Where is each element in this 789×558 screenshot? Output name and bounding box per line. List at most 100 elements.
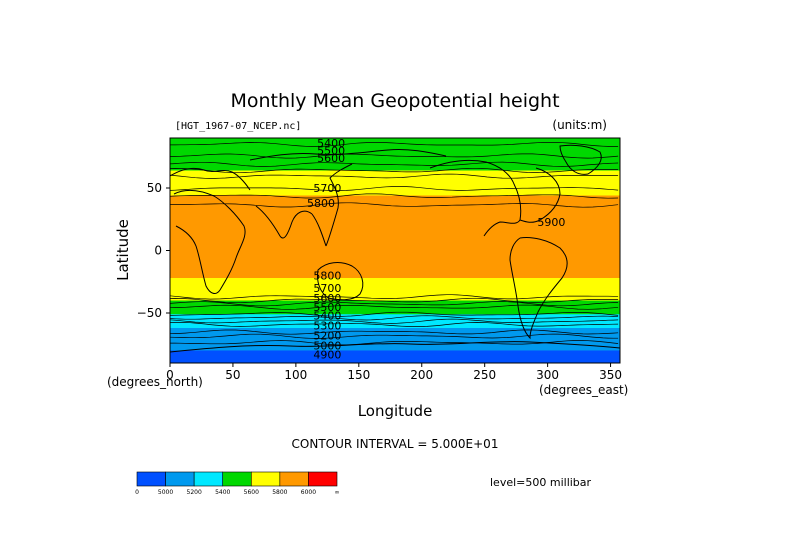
color-band-strip xyxy=(170,205,620,208)
color-band-strip xyxy=(170,325,620,328)
color-band-strip xyxy=(170,339,620,342)
color-band-strip xyxy=(170,140,620,143)
color-band-strip xyxy=(170,309,620,312)
y-unit-label: (degrees_north) xyxy=(107,375,203,389)
color-band-strip xyxy=(170,193,620,195)
color-band-strip xyxy=(170,158,620,160)
color-band-strip xyxy=(170,278,620,280)
color-band-strip xyxy=(170,198,620,200)
colorbar-label: 0 xyxy=(135,489,139,496)
color-band-strip xyxy=(170,159,620,162)
coast-greenland xyxy=(559,144,602,175)
contour-line xyxy=(170,294,619,300)
contour-label: 5400 xyxy=(317,137,345,150)
color-band-strip xyxy=(170,298,620,300)
color-band-strip xyxy=(170,291,620,294)
color-band-strip xyxy=(170,273,620,275)
colorbar-label: 6000 xyxy=(301,489,316,496)
x-axis-label: Longitude xyxy=(358,402,433,420)
colorbar-swatch xyxy=(165,471,195,487)
colorbar-label: 5800 xyxy=(272,489,287,496)
contour-label: 5600 xyxy=(313,292,341,305)
color-band-strip xyxy=(170,143,620,145)
color-band-strip xyxy=(170,189,620,192)
color-band-strip xyxy=(170,321,620,324)
color-band-strip xyxy=(170,218,620,220)
color-band-strip xyxy=(170,184,620,187)
coast-north-america xyxy=(429,159,522,237)
color-band-strip xyxy=(170,223,620,225)
color-band-strip xyxy=(170,358,620,360)
color-band-strip xyxy=(170,250,620,253)
color-band-strip xyxy=(170,356,620,359)
color-band-strip xyxy=(170,289,620,292)
color-band-strip xyxy=(170,265,620,268)
color-band-strip xyxy=(170,160,620,163)
color-band-strip xyxy=(170,294,620,297)
color-band-strip xyxy=(170,264,620,267)
contour-label: 5600 xyxy=(317,152,345,165)
contour-label: 5700 xyxy=(313,182,341,195)
color-band-strip xyxy=(170,220,620,223)
contour-line xyxy=(170,301,619,307)
color-band-strip xyxy=(170,210,620,213)
color-band-strip xyxy=(170,183,620,185)
color-band-strip xyxy=(170,174,620,177)
color-band-strip xyxy=(170,263,620,265)
color-band-strip xyxy=(170,238,620,240)
coast-arctic xyxy=(249,149,447,161)
color-band-strip xyxy=(170,208,620,210)
color-band-strip xyxy=(170,178,620,180)
contour-labels: 5400550056005700580059005800570056005500… xyxy=(307,137,565,361)
color-band-strip xyxy=(170,244,620,247)
color-band-strip xyxy=(170,338,620,340)
color-band-strip xyxy=(170,229,620,232)
contour-line xyxy=(170,161,619,167)
color-band-strip xyxy=(170,331,620,334)
color-band-strip xyxy=(170,200,620,203)
contour-line xyxy=(170,322,619,327)
color-band-strip xyxy=(170,346,620,349)
color-band-strip xyxy=(170,233,620,235)
contour-label: 5500 xyxy=(317,145,345,158)
color-band-strip xyxy=(170,354,620,357)
color-band-strip xyxy=(170,171,620,174)
color-band-strip xyxy=(170,269,620,272)
contour-line xyxy=(170,193,619,199)
color-band-strip xyxy=(170,361,620,363)
color-band-strip xyxy=(170,139,620,142)
color-band-strip xyxy=(170,201,620,204)
color-band-strip xyxy=(170,169,620,172)
color-band-strip xyxy=(170,310,620,313)
colorbar-swatch xyxy=(193,471,224,487)
color-band-strip xyxy=(170,280,620,283)
color-band-strip xyxy=(170,259,620,262)
color-band-strip xyxy=(170,296,620,299)
colorbar-swatch xyxy=(308,471,338,487)
color-band-strip xyxy=(170,236,620,239)
color-band-strip xyxy=(170,240,620,243)
color-band-strip xyxy=(170,348,620,350)
color-band-strip xyxy=(170,228,620,230)
color-band-strip xyxy=(170,258,620,260)
color-band-strip xyxy=(170,344,620,347)
color-band-strip xyxy=(170,141,620,144)
color-band-strip xyxy=(170,326,620,329)
colorbar-label: ∞ xyxy=(335,489,340,496)
contour-line xyxy=(170,333,619,339)
colorbar-swatch xyxy=(250,471,281,487)
color-band-strip xyxy=(170,146,620,149)
contour-label: 5000 xyxy=(313,340,341,353)
color-band-strip xyxy=(170,249,620,252)
color-band-strip xyxy=(170,284,620,287)
colorbar-swatch xyxy=(136,471,166,487)
color-bands xyxy=(170,138,620,363)
color-band-strip xyxy=(170,299,620,302)
color-band-strip xyxy=(170,274,620,277)
coast-australia xyxy=(317,262,364,301)
color-band-strip xyxy=(170,248,620,250)
colorbar-label: 5000 xyxy=(158,489,173,496)
color-band-strip xyxy=(170,186,620,189)
color-band-strip xyxy=(170,243,620,245)
level-text: level=500 millibar xyxy=(490,476,592,489)
